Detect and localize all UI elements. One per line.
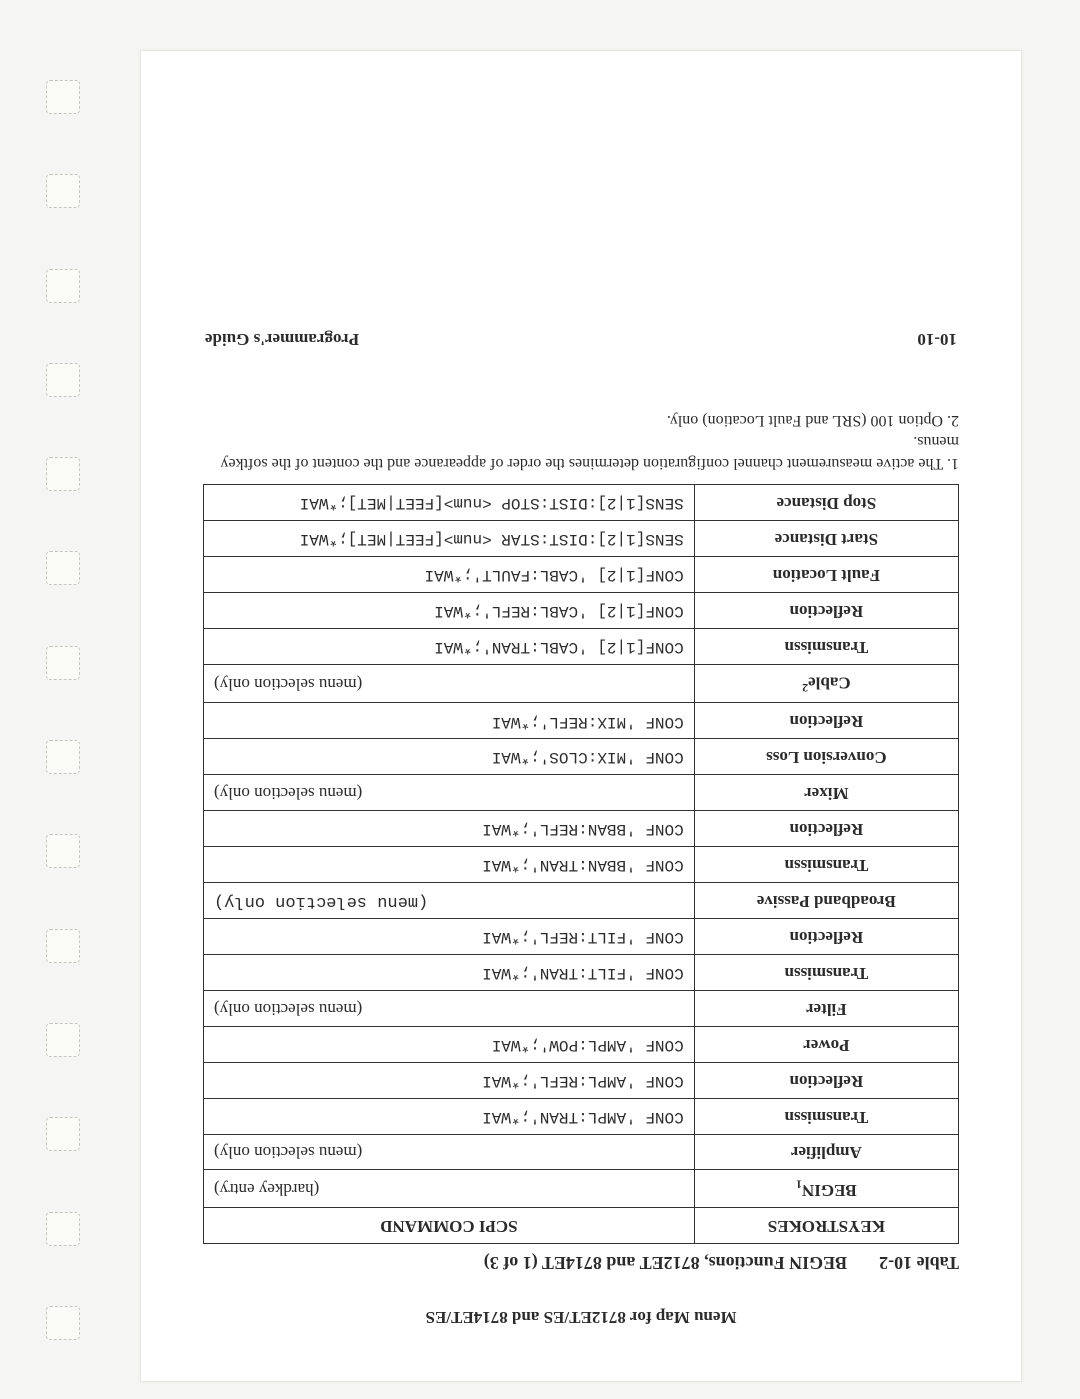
punch-hole	[46, 363, 80, 397]
table-body: BEGIN1(hardkey entry)Amplifier(menu sele…	[204, 485, 959, 1208]
footnotes: 1. The active measurement channel config…	[203, 409, 959, 474]
scpi-cell: SENS[1|2]:DIST:STAR <num>[FEET|MET];*WAI	[204, 520, 695, 556]
table-row: TransmissnCONF 'AMPL:TRAN';*WAI	[204, 1098, 959, 1134]
scpi-cell: (hardkey entry)	[204, 1170, 695, 1208]
footer-guide: Programmer's Guide	[205, 329, 359, 349]
keystroke-cell: Transmissn	[694, 1098, 958, 1134]
table-row: PowerCONF 'AMPL:POW';*WAI	[204, 1026, 959, 1062]
table-header-row: KEYSTROKES SCPI COMMAND	[204, 1208, 959, 1244]
punch-hole	[46, 1212, 80, 1246]
punch-hole	[46, 740, 80, 774]
scan-holes	[46, 80, 86, 1340]
keystroke-cell: Broadband Passive	[694, 882, 958, 918]
scpi-cell: CONF 'AMPL:REFL';*WAI	[204, 1062, 695, 1098]
punch-hole	[46, 834, 80, 868]
header-keystrokes: KEYSTROKES	[694, 1208, 958, 1244]
table-row: ReflectionCONF 'BBAN:REFL';*WAI	[204, 811, 959, 847]
punch-hole	[46, 1023, 80, 1057]
punch-hole	[46, 551, 80, 585]
scpi-cell: CONF[1|2] 'CABL:FAULT';*WAI	[204, 556, 695, 592]
scpi-table: KEYSTROKES SCPI COMMAND BEGIN1(hardkey e…	[203, 484, 959, 1244]
punch-hole	[46, 80, 80, 114]
page-footer: 10-10 Programmer's Guide	[203, 329, 959, 349]
table-row: Amplifier(menu selection only)	[204, 1134, 959, 1170]
keystroke-cell: BEGIN1	[694, 1170, 958, 1208]
scpi-cell: CONF 'FILT:REFL';*WAI	[204, 918, 695, 954]
keystroke-cell: Amplifier	[694, 1134, 958, 1170]
scpi-cell: CONF 'AMPL:POW';*WAI	[204, 1026, 695, 1062]
scpi-cell: CONF 'MIX:REFL';*WAI	[204, 703, 695, 739]
table-row: Broadband Passive(menu selection only)	[204, 882, 959, 918]
keystroke-cell: Reflection	[694, 703, 958, 739]
keystroke-cell: Power	[694, 1026, 958, 1062]
scanned-page: Menu Map for 8712ET/ES and 8714ET/ES Tab…	[140, 50, 1022, 1382]
keystroke-cell: Cable2	[694, 664, 958, 703]
keystroke-cell: Mixer	[694, 775, 958, 811]
scpi-cell: CONF 'BBAN:TRAN';*WAI	[204, 847, 695, 883]
keystroke-cell: Reflection	[694, 1062, 958, 1098]
scpi-cell: (menu selection only)	[204, 664, 695, 703]
keystroke-cell: Transmissn	[694, 954, 958, 990]
scpi-cell: CONF 'FILT:TRAN';*WAI	[204, 954, 695, 990]
scpi-cell: (menu selection only)	[204, 990, 695, 1026]
table-caption: Table 10-2 BEGIN Functions, 8712ET and 8…	[203, 1252, 959, 1273]
scpi-cell: CONF 'AMPL:TRAN';*WAI	[204, 1098, 695, 1134]
table-row: Fault LocationCONF[1|2] 'CABL:FAULT';*WA…	[204, 556, 959, 592]
scpi-cell: CONF 'MIX:CLOS';*WAI	[204, 739, 695, 775]
table-number: Table 10-2	[879, 1252, 959, 1273]
scpi-cell: CONF[1|2] 'CABL:REFL';*WAI	[204, 592, 695, 628]
keystroke-cell: Filter	[694, 990, 958, 1026]
table-row: TransmissnCONF 'FILT:TRAN';*WAI	[204, 954, 959, 990]
table-row: TransmissnCONF 'BBAN:TRAN';*WAI	[204, 847, 959, 883]
header-scpi: SCPI COMMAND	[204, 1208, 695, 1244]
footnote: 2. Option 100 (SRL and Fault Location) o…	[203, 409, 959, 431]
keystroke-cell: Reflection	[694, 592, 958, 628]
table-row: TransmissnCONF[1|2] 'CABL:TRAN';*WAI	[204, 628, 959, 664]
table-row: BEGIN1(hardkey entry)	[204, 1170, 959, 1208]
punch-hole	[46, 929, 80, 963]
table-row: Conversion LossCONF 'MIX:CLOS';*WAI	[204, 739, 959, 775]
keystroke-cell: Reflection	[694, 811, 958, 847]
punch-hole	[46, 1117, 80, 1151]
table-row: Filter(menu selection only)	[204, 990, 959, 1026]
table-row: ReflectionCONF[1|2] 'CABL:REFL';*WAI	[204, 592, 959, 628]
punch-hole	[46, 174, 80, 208]
running-head: Menu Map for 8712ET/ES and 8714ET/ES	[203, 1307, 959, 1327]
table-row: ReflectionCONF 'AMPL:REFL';*WAI	[204, 1062, 959, 1098]
table-row: Stop DistanceSENS[1|2]:DIST:STOP <num>[F…	[204, 485, 959, 521]
table-row: Mixer(menu selection only)	[204, 775, 959, 811]
keystroke-cell: Start Distance	[694, 520, 958, 556]
scpi-cell: CONF[1|2] 'CABL:TRAN';*WAI	[204, 628, 695, 664]
keystroke-cell: Conversion Loss	[694, 739, 958, 775]
punch-hole	[46, 1306, 80, 1340]
scpi-cell: (menu selection only)	[204, 882, 695, 918]
punch-hole	[46, 646, 80, 680]
keystroke-cell: Transmissn	[694, 628, 958, 664]
table-row: ReflectionCONF 'FILT:REFL';*WAI	[204, 918, 959, 954]
scpi-cell: (menu selection only)	[204, 1134, 695, 1170]
table-row: Cable2(menu selection only)	[204, 664, 959, 703]
scpi-cell: CONF 'BBAN:REFL';*WAI	[204, 811, 695, 847]
keystroke-cell: Stop Distance	[694, 485, 958, 521]
keystroke-cell: Transmissn	[694, 847, 958, 883]
keystroke-cell: Fault Location	[694, 556, 958, 592]
keystroke-cell: Reflection	[694, 918, 958, 954]
table-row: ReflectionCONF 'MIX:REFL';*WAI	[204, 703, 959, 739]
punch-hole	[46, 269, 80, 303]
table-row: Start DistanceSENS[1|2]:DIST:STAR <num>[…	[204, 520, 959, 556]
table-title: BEGIN Functions, 8712ET and 8714ET (1 of…	[484, 1252, 847, 1273]
scpi-cell: (menu selection only)	[204, 775, 695, 811]
scpi-cell: SENS[1|2]:DIST:STOP <num>[FEET|MET];*WAI	[204, 485, 695, 521]
punch-hole	[46, 457, 80, 491]
footer-page-number: 10-10	[917, 329, 957, 349]
footnote: 1. The active measurement channel config…	[203, 431, 959, 474]
